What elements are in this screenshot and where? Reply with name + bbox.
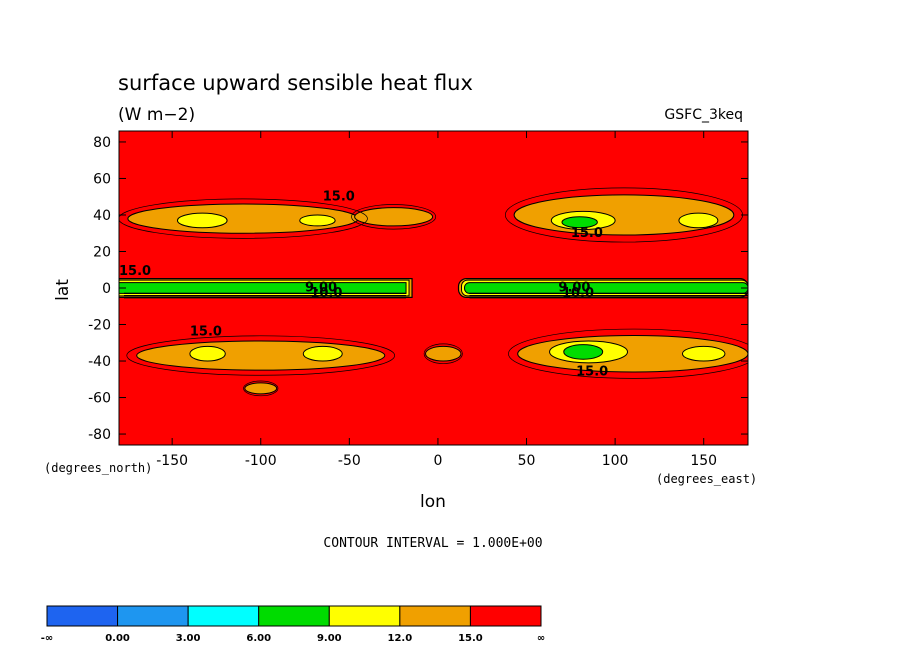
- contour-label: 9.00: [305, 281, 337, 296]
- band-green: [464, 282, 748, 294]
- colorbar-swatch: [187, 605, 260, 627]
- colorbar-label: 9.00: [317, 633, 342, 644]
- colorbar-label: 6.00: [246, 633, 271, 644]
- colorbar-swatch: [469, 605, 542, 627]
- colorbar-label: ∞: [537, 633, 545, 644]
- region-orange: [354, 207, 434, 227]
- colorbar-swatch: [399, 605, 471, 627]
- contour-line: [351, 204, 437, 230]
- y-axis-units: (degrees_north): [44, 461, 152, 475]
- region-orange: [136, 340, 386, 371]
- contour-label: 15.0: [119, 264, 151, 279]
- contour-line: [423, 343, 463, 364]
- chart-units: (W m−2): [118, 105, 195, 125]
- y-tick-label: 40: [93, 208, 111, 224]
- colorbar-swatch: [328, 605, 401, 627]
- y-tick-label: -60: [88, 391, 111, 407]
- y-tick-label: 80: [93, 135, 111, 151]
- x-tick-label: 150: [690, 453, 717, 469]
- colorbar-label: 15.0: [458, 633, 483, 644]
- region-yellow: [299, 214, 336, 227]
- y-axis-label: lat: [53, 279, 73, 301]
- band-green: [119, 282, 407, 294]
- y-tick-label: -40: [88, 354, 111, 370]
- y-tick-label: -20: [88, 318, 111, 334]
- x-tick-label: -150: [156, 453, 188, 469]
- region-yellow: [681, 345, 726, 362]
- contour-line: [243, 380, 279, 397]
- colorbar-label: 3.00: [176, 633, 201, 644]
- contour-label: 9.00: [558, 281, 590, 296]
- x-axis-units: (degrees_east): [656, 472, 757, 486]
- contour-line: [508, 328, 748, 379]
- contour-label: 15.0: [323, 189, 355, 204]
- contour-label: 10.0: [562, 286, 594, 301]
- colorbar-legend: -∞ 0.00 3.00 6.00 9.00 12.0 15.0 ∞: [41, 605, 545, 644]
- colorbar-swatch: [117, 605, 189, 627]
- y-tick-label: 20: [93, 244, 111, 260]
- axes: -150 -100 -50 0 50 100 150 80 60 40 20 0 -20 -40 -60 -8…: [88, 130, 749, 469]
- region-orange: [244, 382, 278, 395]
- region-yellow: [302, 345, 343, 362]
- colorbar-label: 12.0: [388, 633, 413, 644]
- colorbar-swatch: [258, 605, 330, 627]
- dataset-label: GSFC_3keq: [664, 107, 743, 123]
- y-tick-label: -80: [88, 427, 111, 443]
- region-yellow: [176, 212, 228, 229]
- x-tick-label: 0: [433, 453, 442, 469]
- x-tick-label: -100: [245, 453, 277, 469]
- chart-title: surface upward sensible heat flux: [118, 71, 473, 95]
- y-tick-label: 0: [102, 281, 111, 297]
- contour-interval-label: CONTOUR INTERVAL = 1.000E+00: [323, 536, 542, 551]
- colorbar-swatch: [46, 605, 119, 627]
- region-orange: [425, 345, 462, 362]
- x-tick-label: 50: [518, 453, 536, 469]
- colorbar-label: 0.00: [105, 633, 130, 644]
- contour-label: 15.0: [571, 226, 603, 241]
- contour-line: [126, 335, 396, 376]
- region-yellow: [189, 345, 226, 362]
- region-green: [563, 344, 604, 360]
- y-tick-label: 60: [93, 171, 111, 187]
- x-tick-label: 100: [602, 453, 629, 469]
- x-axis-label: lon: [420, 492, 446, 512]
- contour-label: 10.0: [310, 286, 342, 301]
- x-tick-label: -50: [338, 453, 361, 469]
- colorbar-label: -∞: [41, 633, 53, 644]
- contour-line: [119, 198, 368, 239]
- contour-label: 15.0: [576, 365, 608, 380]
- region-yellow: [678, 212, 719, 229]
- region-green: [561, 216, 598, 229]
- contour-label: 15.0: [190, 324, 222, 339]
